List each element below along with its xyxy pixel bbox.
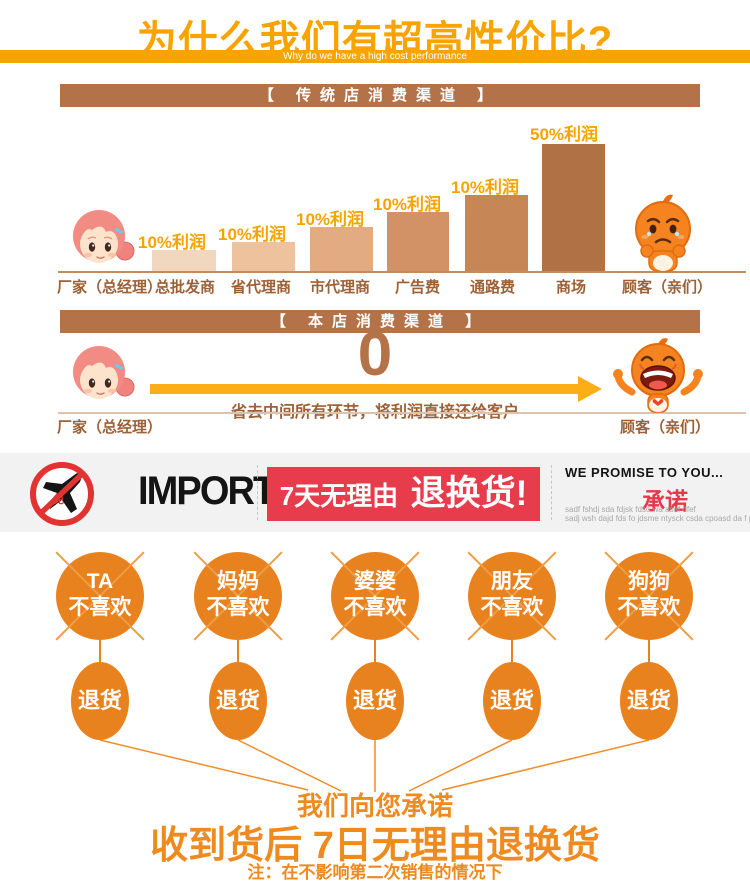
dislike-return-diagram: TA 不喜欢 退货 妈妈 不喜欢 退货 婆婆 不喜欢	[0, 550, 750, 796]
who-label: TA	[86, 570, 114, 593]
no-airplane-icon: 免	[30, 462, 94, 526]
fine-print-line: sadf fshdj sda fdjsk fdso wa asdf dfef	[565, 505, 696, 514]
we-promise-heading: WE PROMISE TO YOU...	[565, 465, 724, 480]
flow-baseline	[58, 412, 746, 414]
who-label: 妈妈	[217, 570, 259, 593]
connector-line	[648, 640, 650, 662]
profit-label-3: 10%利润	[296, 210, 365, 229]
connector-line	[237, 640, 239, 662]
axis-label-mall: 商场	[556, 279, 587, 296]
section-title-traditional: 【 传统店消费渠道 】	[60, 84, 700, 107]
return-balloon: 退货	[620, 662, 678, 740]
who-label: 朋友	[491, 570, 533, 593]
profit-label-6: 50%利润	[530, 125, 599, 144]
axis-label-province: 省代理商	[231, 279, 292, 296]
badge-big-text: 退换货!	[410, 474, 528, 513]
dislike-group-mama: 妈妈 不喜欢 退货	[193, 550, 283, 750]
direct-arrow-head-icon	[578, 376, 602, 402]
dislike-circle: 朋友 不喜欢	[467, 551, 557, 641]
manufacturer-girl-illustration	[73, 210, 135, 263]
return-balloon: 退货	[483, 662, 541, 740]
return-balloon: 退货	[71, 662, 129, 740]
dislike-label: 不喜欢	[68, 596, 132, 619]
subtitle-strip: Why do we have a high cost performance	[0, 50, 750, 63]
direct-arrow	[150, 384, 578, 394]
bar-mall	[542, 144, 605, 271]
dislike-label: 不喜欢	[480, 596, 544, 619]
axis-label-ads: 广告费	[395, 279, 441, 296]
dislike-circle: TA 不喜欢	[55, 551, 145, 641]
bar-province-agent	[232, 242, 295, 271]
return-policy-badge: 7天无理由 退换货!	[267, 467, 540, 521]
profit-label-2: 10%利润	[218, 225, 287, 244]
footer-promise-heading: 我们向您承诺	[296, 791, 453, 821]
dislike-group-popo: 婆婆 不喜欢 退货	[330, 550, 420, 750]
footer-promise-main: 收到货后 7日无理由退换货	[150, 825, 600, 867]
bar-advertising	[387, 212, 449, 271]
axis-label-factory: 厂家（总经理）	[57, 279, 163, 296]
dislike-group-ta: TA 不喜欢 退货	[55, 550, 145, 750]
our-store-channel: 【 本店消费渠道 】 0 省去中间所有环节，将利润直接还给客户 厂家（总经理） …	[0, 310, 750, 440]
dislike-group-pengyou: 朋友 不喜欢 退货	[467, 550, 557, 750]
manufacturer-girl-illustration	[73, 346, 135, 399]
chart-baseline	[58, 271, 746, 273]
connector-line	[511, 640, 513, 662]
subtitle-text: Why do we have a high cost performance	[283, 51, 467, 62]
bar-city-agent	[310, 227, 373, 271]
dislike-label: 不喜欢	[206, 596, 270, 619]
dislike-circle: 狗狗 不喜欢	[604, 551, 694, 641]
flow-label-customer: 顾客（亲们）	[620, 419, 711, 436]
dislike-group-gougou: 狗狗 不喜欢 退货	[604, 550, 694, 750]
footer-promise-note: 注：在不影响第二次销售的情况下	[247, 863, 503, 882]
axis-label-city: 市代理商	[310, 279, 371, 296]
converging-lines	[99, 740, 650, 792]
axis-label-wholesaler: 总批发商	[155, 279, 216, 296]
profit-label-5: 10%利润	[451, 178, 520, 197]
connector-line	[99, 640, 101, 662]
happy-customer-mascot-illustration	[613, 338, 703, 413]
promise-band: 免 IMPORTANT! 7天无理由 退换货! WE PROMISE TO YO…	[0, 453, 750, 532]
traditional-channel-chart: 【 传统店消费渠道 】 10%利润 10%利润 10%利润 10%利润 10%利…	[0, 84, 750, 273]
bar-wholesaler	[152, 250, 216, 271]
profit-label-1: 10%利润	[138, 233, 207, 252]
profit-label-4: 10%利润	[373, 195, 442, 214]
zero-middlemen: 0	[357, 320, 393, 389]
divider	[257, 465, 258, 520]
connector-line	[374, 640, 376, 662]
badge-small-text: 7天无理由	[279, 481, 399, 511]
axis-label-distribution: 通路费	[470, 279, 516, 296]
bar-distribution	[465, 195, 528, 271]
dislike-circle: 妈妈 不喜欢	[193, 551, 283, 641]
chengnuo-label: 承诺	[642, 488, 688, 514]
sad-customer-mascot-illustration	[635, 194, 691, 272]
return-balloon: 退货	[346, 662, 404, 740]
divider	[551, 465, 552, 520]
return-balloon: 退货	[209, 662, 267, 740]
axis-label-customer: 顾客（亲们）	[622, 279, 713, 296]
chart-axis-labels: 厂家（总经理） 总批发商 省代理商 市代理商 广告费 通路费 商场 顾客（亲们）	[0, 276, 750, 296]
dislike-label: 不喜欢	[617, 596, 681, 619]
flow-label-factory: 厂家（总经理）	[57, 419, 163, 436]
who-label: 婆婆	[354, 570, 396, 593]
dislike-label: 不喜欢	[343, 596, 407, 619]
fine-print-line: sadj wsh dajd fds fo jdsme ntysck csda c…	[565, 514, 750, 523]
who-label: 狗狗	[628, 570, 670, 593]
dislike-circle: 婆婆 不喜欢	[330, 551, 420, 641]
section-title-our-store: 【 本店消费渠道 】	[60, 310, 700, 333]
